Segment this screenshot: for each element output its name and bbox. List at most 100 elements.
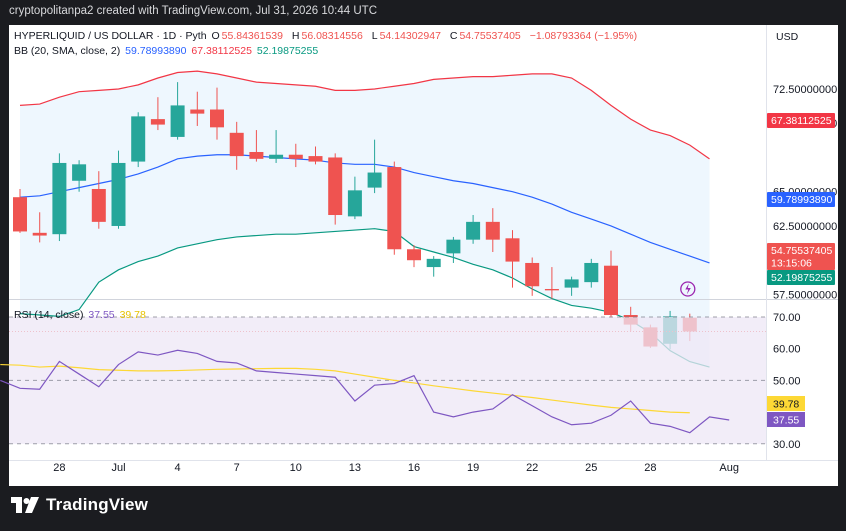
tradingview-logo-icon (11, 497, 39, 513)
candle[interactable] (584, 258, 599, 288)
candle[interactable] (72, 160, 87, 192)
time-tick-label: 22 (526, 462, 538, 474)
candle-body[interactable] (150, 119, 165, 125)
candle-body[interactable] (111, 162, 126, 226)
candle[interactable] (131, 112, 146, 168)
legend-bb-basis: 59.78993890 (125, 45, 187, 57)
tradingview-logo[interactable]: TradingView (10, 495, 148, 515)
candle[interactable] (505, 230, 520, 288)
bb-lower-line[interactable] (19, 228, 710, 368)
candle[interactable] (328, 153, 343, 225)
time-tick-label: 28 (53, 462, 65, 474)
candle-body[interactable] (564, 279, 579, 288)
candle-body[interactable] (308, 156, 323, 162)
rsi-ma-line[interactable] (0, 363, 690, 414)
candle-body[interactable] (604, 265, 618, 316)
candle-body[interactable] (387, 167, 402, 250)
candle-body[interactable] (52, 162, 67, 235)
legend-rsi-label[interactable]: RSI (14, close) (14, 309, 84, 321)
legend-o-value: 55.84361539 (221, 30, 283, 42)
candle-body[interactable] (32, 232, 47, 236)
candle[interactable] (544, 267, 559, 299)
time-tick-label: 25 (585, 462, 597, 474)
lightning-bolt (685, 283, 691, 295)
price-tick-label: 57.50000000 (773, 289, 837, 301)
candle-body[interactable] (288, 154, 303, 159)
price-tick-label: 72.50000000 (773, 84, 837, 96)
candle[interactable] (13, 188, 27, 233)
candle-body[interactable] (328, 157, 343, 216)
price-tag-lower-bg (767, 270, 835, 285)
candle-body[interactable] (407, 249, 421, 261)
candle[interactable] (52, 153, 67, 242)
bb-upper-line[interactable] (19, 70, 710, 160)
candle-body[interactable] (210, 109, 224, 128)
price-tag-upper[interactable]: 67.38112525 (767, 113, 835, 128)
currency-label[interactable]: USD (776, 31, 799, 43)
legend-row-price: HYPERLIQUID / US DOLLAR · 1D · Pyth O 55.… (14, 30, 639, 42)
candle-body[interactable] (72, 164, 87, 181)
candle-body[interactable] (584, 262, 599, 283)
candle-body[interactable] (91, 188, 106, 222)
candle-body[interactable] (269, 154, 284, 159)
candle-body[interactable] (466, 221, 481, 240)
candle[interactable] (525, 257, 540, 296)
candle-body[interactable] (426, 258, 441, 268)
candle[interactable] (604, 250, 618, 318)
candle-body[interactable] (249, 151, 264, 159)
candle[interactable] (347, 176, 362, 220)
candle-body[interactable] (367, 172, 382, 188)
candle[interactable] (190, 91, 205, 126)
candle[interactable] (308, 146, 323, 165)
credit-text: cryptopolitanpa2 created with TradingVie… (9, 5, 377, 17)
legend-rsi-ma: 39.78 (119, 309, 146, 321)
time-tick-label: 16 (408, 462, 420, 474)
candle[interactable] (367, 139, 382, 194)
rsi-tag-rsi[interactable]: 37.55 (767, 412, 805, 427)
candle[interactable] (32, 212, 47, 243)
price-tag-lower[interactable]: 52.19875255 (767, 270, 835, 285)
lightning-icon[interactable] (680, 281, 696, 297)
candle-body[interactable] (13, 197, 27, 232)
candle-body[interactable] (485, 221, 500, 240)
legend-symbol[interactable]: HYPERLIQUID / US DOLLAR · 1D · Pyth (14, 30, 207, 42)
legend-rsi-value: 37.55 (88, 309, 115, 321)
candle-body[interactable] (347, 190, 362, 217)
rsi-tag-ma[interactable]: 39.78 (767, 396, 805, 411)
candle-body[interactable] (544, 288, 559, 291)
candle-body[interactable] (446, 239, 461, 254)
candle[interactable] (485, 208, 500, 252)
candle-body[interactable] (190, 109, 205, 114)
candle[interactable] (150, 97, 165, 131)
time-tick-label: 10 (290, 462, 302, 474)
candle[interactable] (170, 82, 185, 140)
candle-body[interactable] (131, 116, 146, 162)
bb-basis-line[interactable] (19, 154, 710, 264)
price-tag-last-text: 13:15:06 (771, 258, 812, 270)
rsi-line[interactable] (0, 349, 730, 434)
candle-body[interactable] (525, 262, 540, 287)
candle-body[interactable] (229, 132, 244, 157)
time-tick-label: 28 (644, 462, 656, 474)
legend-bb-label[interactable]: BB (20, SMA, close, 2) (14, 45, 121, 57)
candle[interactable] (564, 276, 579, 296)
candle[interactable] (229, 121, 244, 170)
candle[interactable] (288, 143, 303, 168)
candle[interactable] (210, 87, 224, 140)
candle[interactable] (111, 150, 126, 229)
candle[interactable] (407, 245, 421, 268)
legend-l-label: L (371, 30, 378, 42)
candle[interactable] (446, 236, 461, 263)
candle-body[interactable] (170, 105, 185, 137)
candle[interactable] (466, 215, 481, 244)
price-tag-basis[interactable]: 59.78993890 (767, 192, 835, 207)
candle[interactable] (91, 171, 106, 229)
candle[interactable] (387, 161, 402, 255)
candle[interactable] (269, 130, 284, 163)
bb-band-fill (20, 71, 710, 368)
candle[interactable] (249, 130, 264, 162)
candle-body[interactable] (505, 238, 520, 262)
candle[interactable] (426, 256, 441, 277)
